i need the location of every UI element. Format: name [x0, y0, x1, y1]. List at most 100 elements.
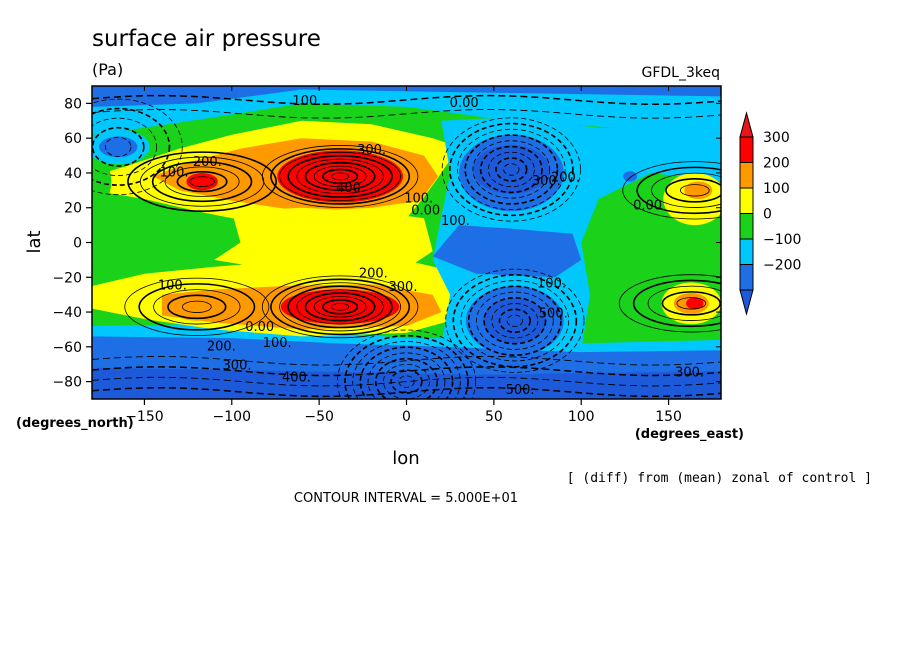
contour-ring-4-1 [679, 184, 710, 197]
contour-ring-5-3 [647, 285, 721, 321]
contour-label-2: 300. [357, 143, 386, 158]
contour-ring-3-2 [167, 294, 227, 320]
field-north-polar-neg2 [92, 86, 721, 107]
field-north-west-pos3 [186, 172, 218, 191]
contour-ring-9-7 [352, 341, 461, 399]
contour-ring-0-1 [331, 172, 350, 181]
y-tick-label-6: 40 [64, 166, 82, 182]
field-north-high-pos3 [277, 150, 404, 203]
contour-ring-2-6 [127, 151, 278, 212]
colorbar-label-4: 200 [763, 156, 790, 172]
contour-label-7: 0.00 [411, 204, 440, 219]
subtitle-note: [ (diff) from (mean) zonal of control ] [567, 471, 872, 486]
x-tick-label-4: 50 [485, 409, 503, 425]
contour-label-5: 400. [336, 181, 365, 196]
contour-ring-0-7 [279, 151, 402, 201]
colorbar-label-2: 0 [763, 207, 772, 223]
y-tick-label-4: 0 [73, 236, 82, 252]
contour-band-3 [92, 386, 721, 398]
colorbar-under-arrow [739, 289, 754, 316]
contour-ring-7-5 [475, 291, 554, 350]
contour-ring-2-4 [151, 161, 253, 203]
contour-ring-0-8 [270, 148, 411, 205]
contour-ring-6-4 [479, 145, 543, 194]
field-south-west-pos2 [170, 292, 224, 321]
contour-ring-9-1 [398, 375, 415, 388]
x-tick-label-2: −50 [304, 409, 334, 425]
colorbar-segment-1 [739, 162, 754, 189]
contour-labels-layer: 100. 0.00300.200.100.400.100.0.00100.300.… [158, 94, 704, 398]
field-south-polar-vneg [92, 367, 721, 399]
field-small-low [623, 171, 638, 182]
contour-ring-0-2 [322, 168, 359, 185]
y-tick-label-2: −40 [52, 305, 82, 321]
colorbar-label-3: 100 [763, 181, 790, 197]
field-northwest-zero [92, 160, 112, 203]
contour-label-13: 300. [389, 280, 418, 295]
contour-interval-text: CONTOUR INTERVAL = 5.000E+01 [294, 491, 518, 506]
colorbar-over-arrow [739, 111, 754, 138]
contour-ring-2-1 [189, 176, 215, 187]
x-tick-label-6: 150 [655, 409, 682, 425]
x-tick-label-5: 100 [568, 409, 595, 425]
contour-ring-6-9 [441, 117, 581, 222]
contour-label-19: 400. [282, 371, 311, 386]
contour-ring-7-4 [483, 296, 547, 345]
field-south-low-vneg [483, 298, 547, 344]
contour-label-18: 300. [223, 358, 252, 373]
contour-ring-4-5 [622, 161, 721, 220]
colorbar-segment-2 [739, 187, 754, 214]
contour-label-20: 100. [537, 277, 566, 292]
x-units-note: (degrees_east) [635, 427, 744, 442]
contour-ring-6-5 [472, 140, 551, 199]
field-east-neg2 [432, 225, 582, 278]
colorbar-segment-3 [739, 213, 754, 240]
contour-ring-1-3 [313, 296, 367, 318]
contour-label-17: 200. [207, 339, 236, 354]
colorbar-segment-4 [739, 238, 754, 265]
contour-ring-3-3 [153, 289, 241, 325]
y-tick-label-5: 20 [64, 201, 82, 217]
contour-ring-7-1 [506, 314, 523, 327]
contour-ring-1-7 [279, 282, 402, 332]
contour-ring-4-4 [636, 166, 721, 215]
contour-label-12: 200. [359, 266, 388, 281]
contour-ring-9-2 [390, 369, 423, 394]
contour-label-6: 100. [404, 192, 433, 207]
contour-band-0 [92, 355, 721, 366]
contour-ring-0-6 [287, 154, 393, 198]
contour-ring-6-7 [457, 128, 566, 211]
contour-label-21: 500. [539, 306, 568, 321]
field-equator-pos1 [214, 207, 433, 278]
contour-label-9: 300. [532, 174, 561, 189]
contour-label-14: 100. [158, 278, 187, 293]
contour-ring-4-3 [651, 172, 721, 208]
contour-ring-1-8 [270, 278, 411, 336]
contour-ring-8-5 [92, 98, 183, 196]
contour-ring-7-6 [467, 285, 562, 356]
contour-ring-7-2 [498, 308, 532, 334]
contour-ring-5-2 [661, 291, 721, 316]
contour-ring-3-5 [124, 277, 270, 336]
contour-ring-0-3 [313, 165, 367, 188]
contour-ring-7-7 [460, 280, 570, 362]
x-tick-label-1: −100 [213, 409, 251, 425]
field-east-north-pos2 [684, 181, 713, 200]
contour-label-23: 300. [675, 365, 704, 380]
contour-ring-7-3 [491, 303, 539, 339]
contour-ring-0-4 [304, 161, 376, 191]
contour-ring-5-5 [618, 274, 721, 333]
y-tick-label-0: −80 [52, 375, 82, 391]
contour-lines-layer [92, 94, 721, 399]
contour-ring-1-4 [304, 292, 376, 322]
x-tick-label-3: 0 [402, 409, 411, 425]
plot-area [92, 86, 721, 399]
colorbar-label-1: −100 [763, 232, 801, 248]
contour-ring-8-3 [92, 117, 158, 176]
contour-label-1: 0.00 [450, 96, 479, 111]
contour-ring-5-4 [632, 279, 721, 328]
x-axis-label: lon [392, 448, 419, 469]
field-north-low-vneg [472, 145, 550, 194]
contour-ring-3-4 [138, 283, 256, 331]
